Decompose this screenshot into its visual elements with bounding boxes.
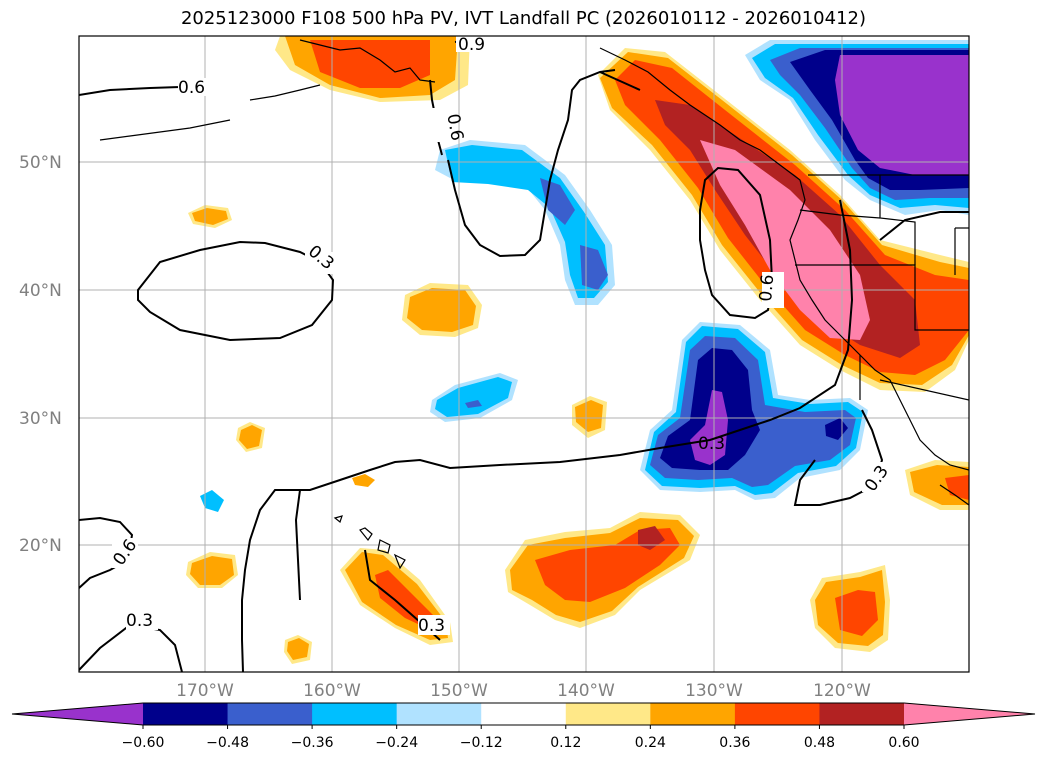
lon-label: 130°W bbox=[685, 681, 743, 701]
lat-label: 20°N bbox=[19, 536, 62, 556]
contour-label: 0.3 bbox=[126, 611, 153, 631]
southeast-positive-anomaly bbox=[810, 565, 890, 652]
lat-label: 50°N bbox=[19, 153, 62, 173]
lon-label: 140°W bbox=[557, 681, 615, 701]
colorbar-segment bbox=[396, 703, 482, 725]
northeast-negative-anomaly bbox=[745, 40, 969, 215]
contour-label: 0.6 bbox=[178, 78, 205, 98]
colorbar-tick-label: −0.36 bbox=[291, 735, 334, 751]
map-frame bbox=[78, 35, 970, 673]
pv-contours bbox=[79, 39, 969, 672]
lat-label: 30°N bbox=[19, 409, 62, 429]
colorbar-tick-label: 0.12 bbox=[550, 735, 581, 751]
small-positive-blobs bbox=[186, 205, 607, 664]
colorbar-tick-label: 0.24 bbox=[635, 735, 666, 751]
longitude-labels: 170°W 160°W 150°W 140°W 130°W 120°W bbox=[176, 681, 871, 701]
colorbar-tick-label: −0.60 bbox=[122, 735, 165, 751]
colorbar-tick-label: 0.60 bbox=[888, 735, 919, 751]
colorbar-tick-label: 0.48 bbox=[804, 735, 835, 751]
coast-positive-band bbox=[598, 48, 969, 392]
contour-label: 0.3 bbox=[418, 616, 445, 636]
map-title: 2025123000 F108 500 hPa PV, IVT Landfall… bbox=[180, 8, 867, 29]
colorbar-tick-label: −0.24 bbox=[375, 735, 418, 751]
colorbar: −0.60 −0.48 −0.36 −0.24 −0.12 0.12 0.24 0.36 0.4… bbox=[11, 702, 1036, 751]
colorbar-extend-max bbox=[904, 703, 1035, 725]
colorbar-tick-label: 0.36 bbox=[719, 735, 750, 751]
coastlines bbox=[99, 39, 969, 570]
colorbar-extend-min bbox=[12, 703, 143, 725]
lat-label: 40°N bbox=[19, 281, 62, 301]
colorbar-segment bbox=[650, 703, 736, 725]
colorbar-segment bbox=[312, 703, 398, 725]
blob-30n-negative bbox=[430, 373, 518, 422]
subtropical-negative-anomaly bbox=[640, 322, 868, 500]
colorbar-tick-label: −0.48 bbox=[206, 735, 249, 751]
colorbar-segment bbox=[481, 703, 567, 725]
alaska-positive-anomaly bbox=[275, 36, 470, 102]
lon-label: 160°W bbox=[303, 681, 361, 701]
lon-label: 170°W bbox=[176, 681, 234, 701]
small-negative-blob bbox=[200, 490, 224, 512]
contour-labels: 0.6 0.9 0.6 0.3 0.6 0.6 0.3 0.3 0.3 0.3 bbox=[109, 35, 893, 636]
subtropical-positive-band bbox=[505, 512, 700, 628]
colorbar-segment bbox=[734, 703, 820, 725]
colorbar-segment bbox=[227, 703, 313, 725]
contour-label: 0.6 bbox=[756, 274, 778, 303]
colorbar-segment bbox=[143, 703, 229, 725]
colorbar-tick-label: −0.12 bbox=[460, 735, 503, 751]
lon-label: 120°W bbox=[813, 681, 871, 701]
corner-positive-anomaly bbox=[905, 460, 969, 510]
contour-label: 0.9 bbox=[458, 35, 485, 55]
map-gridlines bbox=[79, 36, 969, 672]
lon-label: 150°W bbox=[430, 681, 488, 701]
colorbar-segment bbox=[565, 703, 651, 725]
contour-label: 0.3 bbox=[698, 434, 725, 454]
latitude-labels: 50°N 40°N 30°N 20°N bbox=[19, 153, 62, 556]
contour-label: 0.6 bbox=[442, 112, 466, 142]
colorbar-segment bbox=[819, 703, 905, 725]
blob-40n-positive bbox=[402, 283, 482, 337]
